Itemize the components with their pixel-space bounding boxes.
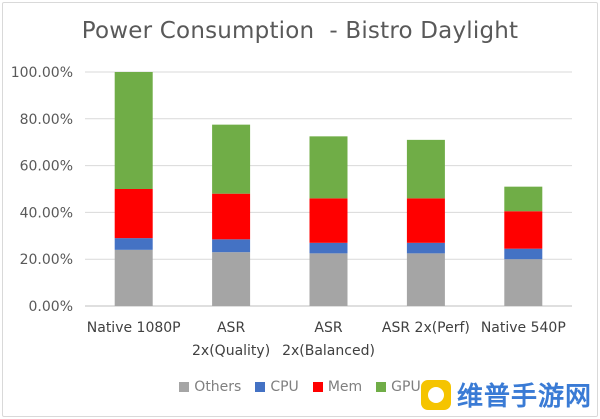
bar-segment-gpu — [114, 72, 153, 189]
legend-label: GPU — [391, 379, 421, 395]
bar-segment-gpu — [212, 124, 251, 194]
y-axis-ticks: 0.00% 20.00% 40.00% 60.00% 80.00% 100.00% — [11, 65, 73, 315]
bar-segment-cpu — [212, 239, 251, 253]
legend-item-cpu: CPU — [255, 379, 299, 395]
bar-segment-cpu — [504, 248, 543, 260]
bar-segment-mem — [212, 193, 251, 240]
y-tick-label: 80.00% — [20, 112, 73, 128]
x-tick-label: ASR — [217, 320, 245, 336]
legend-swatch — [179, 382, 190, 392]
bar-segment-cpu — [406, 242, 445, 254]
legend-item-gpu: GPU — [376, 379, 421, 395]
y-tick-label: 100.00% — [11, 65, 73, 81]
bars — [114, 72, 543, 306]
legend-item-others: Others — [179, 379, 241, 395]
bar-segment-cpu — [114, 238, 153, 250]
x-tick-label: 2x(Quality) — [192, 343, 270, 359]
x-tick-label: 2x(Balanced) — [282, 343, 375, 359]
bar-segment-mem — [114, 189, 153, 239]
y-tick-label: 40.00% — [20, 205, 73, 221]
x-tick-label: Native 540P — [481, 320, 566, 336]
watermark: 维普手游网 — [420, 376, 592, 413]
game-controller-icon — [420, 379, 451, 410]
x-axis-ticks: Native 1080P ASR 2x(Quality) ASR 2x(Balanced… — [87, 320, 566, 359]
bar-segment-mem — [309, 198, 348, 243]
bar-segment-others — [504, 259, 543, 306]
legend-swatch — [376, 382, 387, 392]
chart-title: Power Consumption - Bistro Daylight — [81, 18, 519, 44]
legend-label: CPU — [270, 379, 299, 395]
watermark-text: 维普手游网 — [456, 382, 592, 412]
bar-segment-mem — [504, 211, 543, 249]
bar-segment-mem — [406, 198, 445, 243]
y-tick-label: 0.00% — [29, 299, 73, 315]
bar-segment-others — [212, 252, 251, 306]
bar-segment-others — [114, 249, 153, 306]
legend: Others CPU Mem GPU — [0, 379, 600, 395]
legend-item-mem: Mem — [312, 379, 363, 395]
x-tick-label: ASR 2x(Perf) — [382, 320, 470, 336]
x-tick-label: Native 1080P — [87, 320, 181, 336]
bar-segment-others — [309, 253, 348, 306]
bar-segment-gpu — [504, 186, 543, 212]
legend-label: Mem — [327, 379, 363, 395]
y-tick-label: 60.00% — [20, 159, 73, 175]
bar-segment-gpu — [309, 136, 348, 199]
legend-swatch — [312, 382, 323, 392]
legend-swatch — [255, 382, 266, 392]
bar-segment-gpu — [406, 139, 445, 199]
y-tick-label: 20.00% — [20, 252, 73, 268]
legend-label: Others — [194, 379, 242, 395]
bar-segment-others — [406, 253, 445, 306]
x-tick-label: ASR — [314, 320, 342, 336]
bar-segment-cpu — [309, 242, 348, 254]
